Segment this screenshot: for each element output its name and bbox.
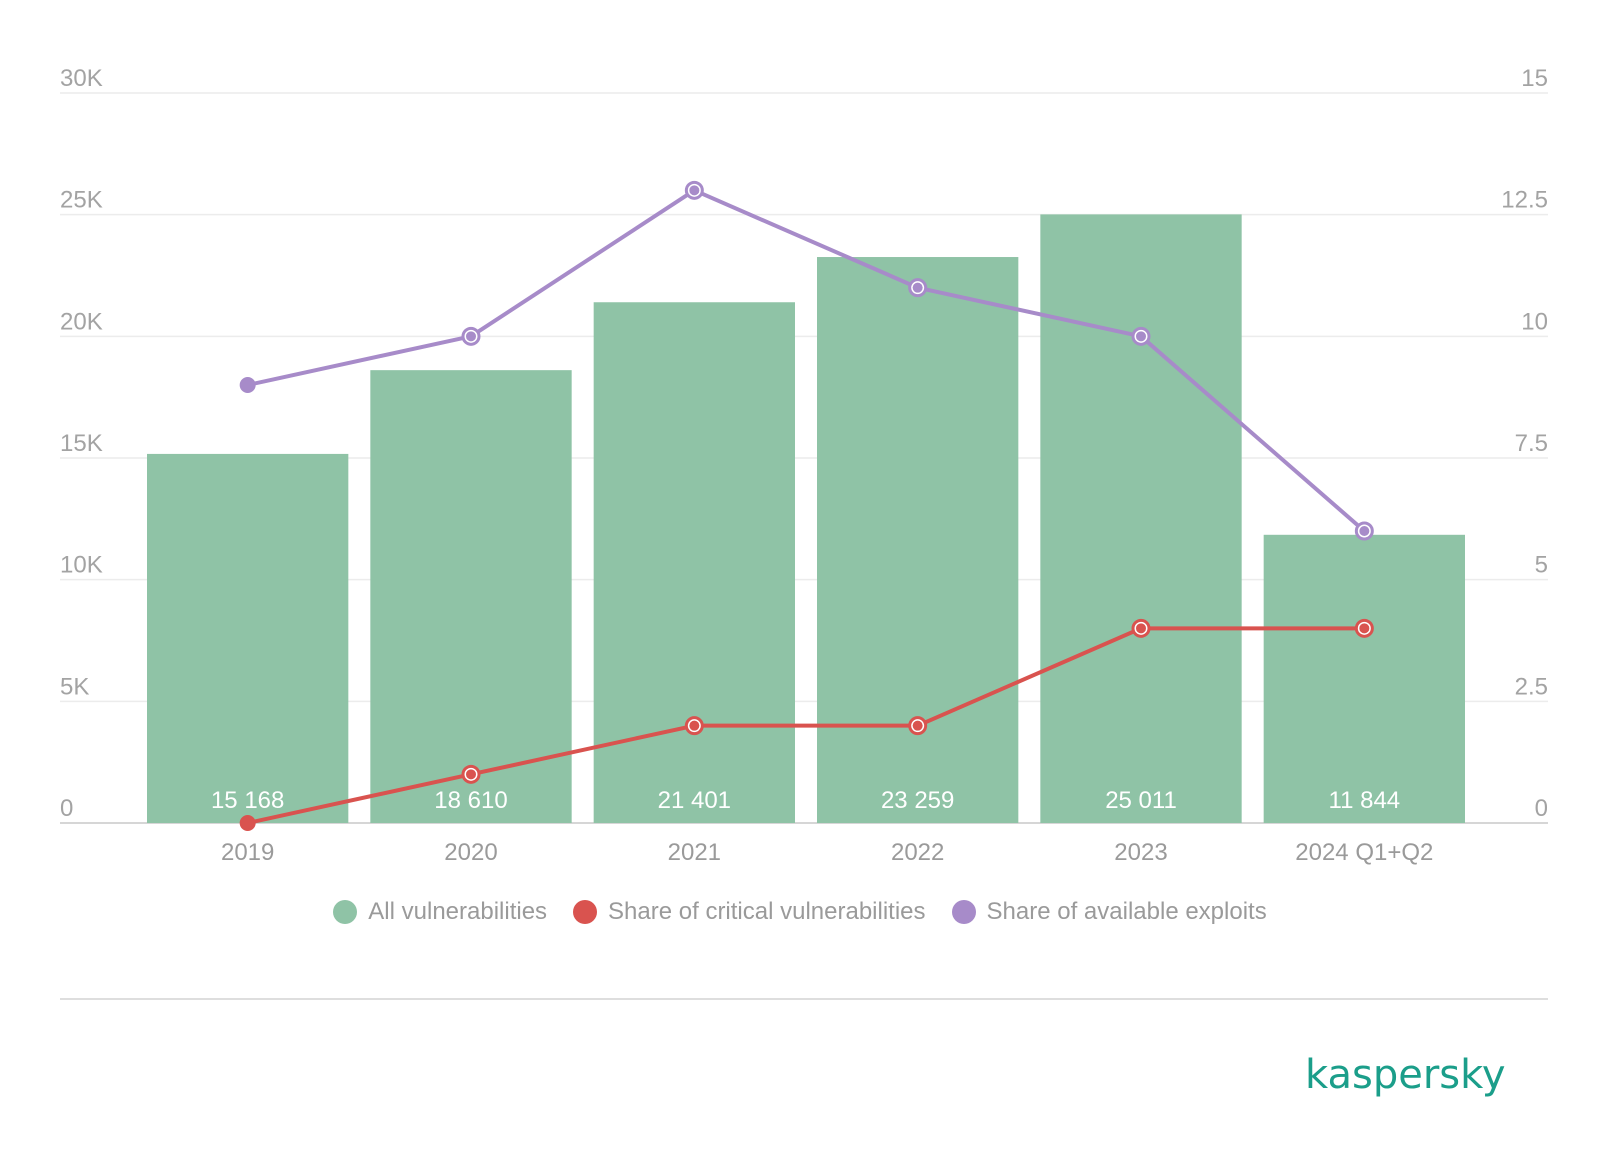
y-left-tick-label: 30K <box>60 65 103 92</box>
kaspersky-logo: kaspersky <box>1305 1052 1506 1098</box>
legend-label: Share of available exploits <box>986 898 1267 925</box>
chart: 0 5K 10K 15K 20K 25K 30K 0 2.5 5 7.5 10 12.5 15 2019 20… <box>60 65 1548 866</box>
y-right-tick-label: 5 <box>1535 552 1548 579</box>
series-point <box>239 815 256 831</box>
series-point <box>239 377 256 393</box>
line-series <box>239 180 1374 831</box>
series-point-core <box>1359 623 1370 634</box>
series-line <box>247 188 1366 533</box>
y-right-tick-label: 0 <box>1535 795 1548 822</box>
x-tick-label: 2020 <box>444 839 497 866</box>
y-left-tick-label: 25K <box>60 187 103 214</box>
footer-divider <box>60 998 1548 1000</box>
x-tick-label: 2019 <box>221 839 274 866</box>
bar-data-label: 25 011 <box>1105 787 1177 814</box>
y-right-tick-label: 2.5 <box>1515 673 1548 700</box>
legend-label: Share of critical vulnerabilities <box>608 898 926 925</box>
legend-label: All vulnerabilities <box>368 898 548 925</box>
series-point-core <box>912 720 923 731</box>
series-point-core <box>466 769 476 780</box>
series-point-core <box>689 185 700 196</box>
series-point-core <box>1136 331 1146 342</box>
series-point-core <box>1359 526 1370 536</box>
bar-series <box>147 214 1465 824</box>
bar-data-label: 18 610 <box>434 787 507 814</box>
x-tick-label: 2024 Q1+Q2 <box>1295 839 1433 866</box>
bar-data-label: 11 844 <box>1329 787 1401 814</box>
series-point-core <box>912 282 923 293</box>
legend-item: All vulnerabilities <box>333 898 547 926</box>
legend-item: Share of available exploits <box>951 898 1267 926</box>
x-tick-label: 2022 <box>891 839 944 866</box>
y-left-tick-label: 0 <box>60 795 73 822</box>
bar-data-label: 21 401 <box>658 787 731 814</box>
legend-swatch <box>951 900 976 924</box>
y-right-tick-label: 12.5 <box>1501 187 1548 214</box>
y-left-tick-label: 20K <box>60 308 103 335</box>
axes: 0 5K 10K 15K 20K 25K 30K 0 2.5 5 7.5 10 12.5 15 2019 20… <box>60 65 1548 866</box>
bar <box>817 257 1019 823</box>
logo-wordmark: kaspersky <box>1305 1052 1506 1098</box>
y-left-tick-label: 15K <box>60 430 103 457</box>
x-tick-label: 2023 <box>1114 839 1167 866</box>
bar <box>147 453 349 823</box>
y-right-tick-label: 10 <box>1521 308 1548 335</box>
bar <box>1040 214 1242 824</box>
y-right-tick-label: 7.5 <box>1515 430 1548 457</box>
bar-data-label: 23 259 <box>881 787 954 814</box>
data-labels: 15 168 18 610 21 401 23 259 25 011 11 844 <box>211 787 1400 814</box>
legend-item: Share of critical vulnerabilities <box>573 898 926 926</box>
x-tick-label: 2021 <box>668 839 721 866</box>
series-point-core <box>1136 623 1146 634</box>
series-point-core <box>466 331 476 342</box>
legend-swatch <box>573 900 598 924</box>
legend: All vulnerabilities Share of critical vul… <box>0 898 1600 926</box>
legend-swatch <box>333 900 358 924</box>
series-line <box>247 626 1365 825</box>
y-right-tick-label: 15 <box>1521 65 1548 92</box>
bar <box>593 302 795 824</box>
bar <box>370 370 572 823</box>
y-left-tick-label: 10K <box>60 552 103 579</box>
bar <box>1263 534 1465 823</box>
y-left-tick-label: 5K <box>60 673 89 700</box>
series-point-core <box>689 720 700 731</box>
bar-data-label: 15 168 <box>211 787 284 814</box>
